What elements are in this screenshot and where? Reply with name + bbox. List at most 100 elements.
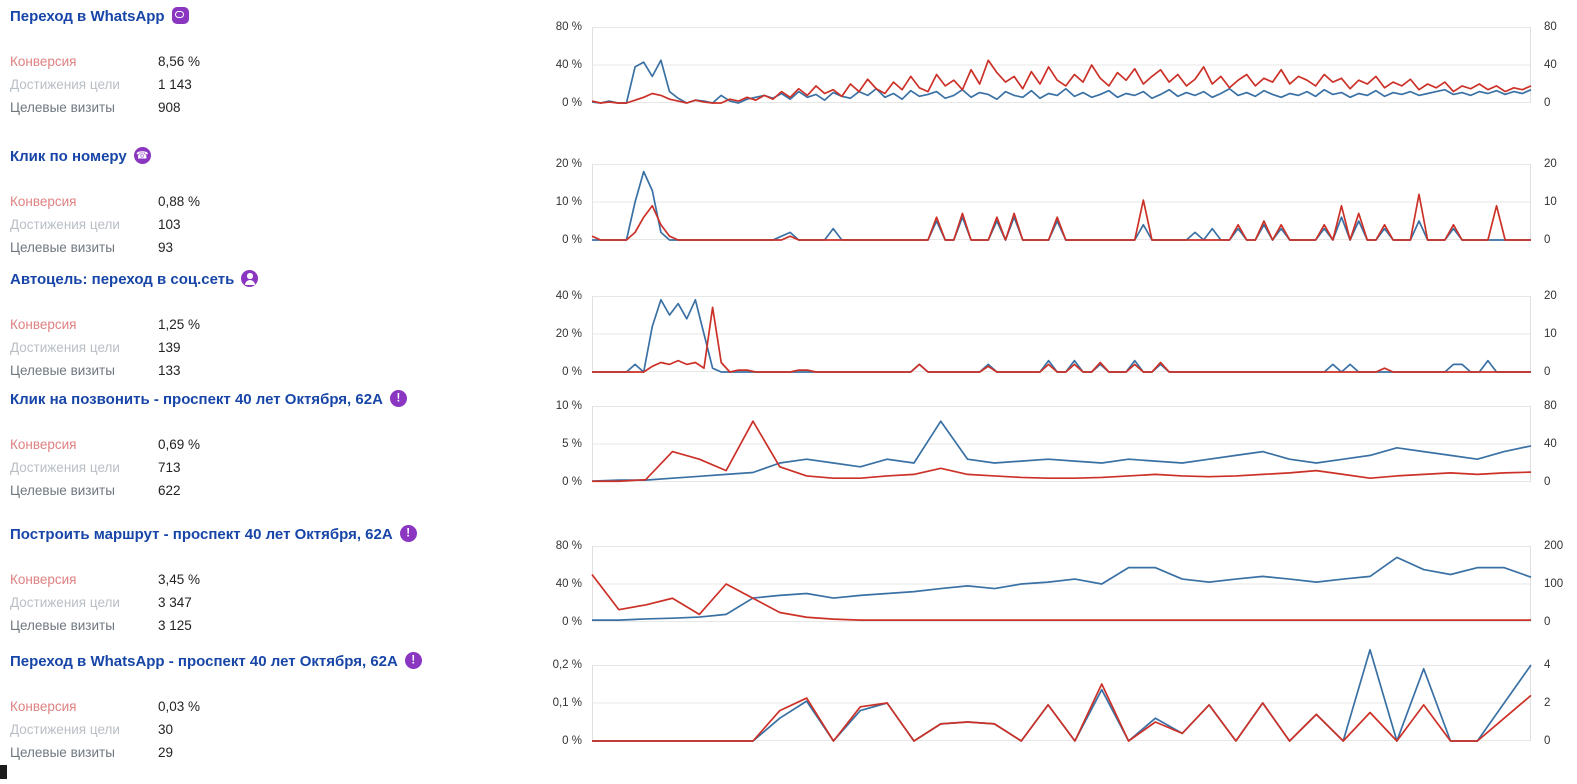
axis-tick: 10 (1544, 328, 1557, 340)
goal-info: Клик по номеру Конверсия 0,88 % Достижени… (0, 140, 540, 263)
axis-tick: 10 % (555, 400, 582, 412)
conversion-value: 8,56 % (158, 54, 201, 69)
conversion-chart[interactable] (592, 546, 1531, 622)
y-axis-right: 80 40 0 (1531, 400, 1577, 488)
conversion-chart[interactable] (592, 296, 1531, 372)
goal-reaches-label: Достижения цели (10, 722, 120, 737)
goal-visits-label: Целевые визиты (10, 745, 115, 760)
goal-reaches-value: 1 143 (158, 77, 192, 92)
goal-title-link[interactable]: Переход в WhatsApp (10, 8, 165, 25)
axis-tick: 40 (1544, 59, 1557, 71)
axis-tick: 20 (1544, 290, 1557, 302)
y-axis-right: 80 40 0 (1531, 21, 1577, 109)
goal-title-link[interactable]: Клик по номеру (10, 148, 127, 165)
y-axis-left: 20 % 10 % 0 % (540, 158, 592, 246)
goal-reaches-value: 713 (158, 460, 181, 475)
goal-visits-label: Целевые визиты (10, 363, 115, 378)
y-axis-left: 0,2 % 0,1 % 0 % (540, 659, 592, 747)
exclamation-icon (399, 525, 417, 542)
goal-row: Переход в WhatsApp - проспект 40 лет Окт… (0, 645, 1577, 784)
axis-tick: 2 (1544, 697, 1551, 709)
goal-title-link[interactable]: Автоцель: переход в соц.сеть (10, 271, 235, 288)
conversion-label: Конверсия (10, 317, 77, 332)
goal-visits-label: Целевые визиты (10, 240, 115, 255)
axis-tick: 0,1 % (552, 697, 582, 709)
axis-tick: 40 (1544, 438, 1557, 450)
axis-tick: 0 (1544, 616, 1551, 628)
edge-artifact (0, 765, 7, 779)
goal-metrics: Конверсия 0,03 % Достижения цели 30 Целевы… (10, 695, 540, 764)
y-axis-right: 20 10 0 (1531, 158, 1577, 246)
axis-tick: 20 % (555, 328, 582, 340)
goal-visits-value: 622 (158, 483, 181, 498)
axis-tick: 0 (1544, 234, 1551, 246)
goal-row: Клик по номеру Конверсия 0,88 % Достижени… (0, 140, 1577, 263)
goal-reaches-label: Достижения цели (10, 460, 120, 475)
goal-metrics: Конверсия 3,45 % Достижения цели 3 347 Цел… (10, 568, 540, 637)
conversion-chart[interactable] (592, 27, 1531, 103)
axis-tick: 0 % (562, 735, 582, 747)
exclamation-icon (389, 390, 407, 407)
goal-visits-value: 133 (158, 363, 181, 378)
axis-tick: 80 % (555, 21, 582, 33)
conversion-value: 0,88 % (158, 194, 201, 209)
conversion-label: Конверсия (10, 699, 77, 714)
goal-visits-label: Целевые визиты (10, 100, 115, 115)
goal-row: Автоцель: переход в соц.сеть Конверсия 1,… (0, 263, 1577, 383)
goal-visits-label: Целевые визиты (10, 618, 115, 633)
axis-tick: 0 (1544, 476, 1551, 488)
goal-reaches-label: Достижения цели (10, 217, 120, 232)
y-axis-left: 80 % 40 % 0 % (540, 21, 592, 109)
exclamation-icon (404, 652, 422, 669)
axis-tick: 0 (1544, 366, 1551, 378)
axis-tick: 5 % (562, 438, 582, 450)
goal-title-link[interactable]: Построить маршрут - проспект 40 лет Октя… (10, 526, 393, 543)
goal-metrics: Конверсия 0,69 % Достижения цели 713 Целев… (10, 433, 540, 502)
conversion-label: Конверсия (10, 437, 77, 452)
axis-tick: 0 (1544, 735, 1551, 747)
goal-reaches-label: Достижения цели (10, 340, 120, 355)
y-axis-left: 80 % 40 % 0 % (540, 540, 592, 628)
axis-tick: 0,2 % (552, 659, 582, 671)
axis-tick: 40 % (555, 59, 582, 71)
conversion-label: Конверсия (10, 54, 77, 69)
axis-tick: 80 (1544, 400, 1557, 412)
goal-info: Переход в WhatsApp Конверсия 8,56 % Дости… (0, 0, 540, 140)
goal-reaches-value: 103 (158, 217, 181, 232)
axis-tick: 0 % (562, 97, 582, 109)
axis-tick: 0 % (562, 234, 582, 246)
conversion-value: 0,03 % (158, 699, 201, 714)
goal-row: Переход в WhatsApp Конверсия 8,56 % Дости… (0, 0, 1577, 140)
conversion-label: Конверсия (10, 572, 77, 587)
y-axis-right: 20 10 0 (1531, 290, 1577, 378)
y-axis-right: 4 2 0 (1531, 659, 1577, 747)
goal-metrics: Конверсия 8,56 % Достижения цели 1 143 Цел… (10, 50, 540, 119)
axis-tick: 100 (1544, 578, 1564, 590)
goal-metrics: Конверсия 1,25 % Достижения цели 139 Целев… (10, 313, 540, 382)
axis-tick: 0 % (562, 476, 582, 488)
person-icon (241, 270, 259, 287)
goal-title-link[interactable]: Переход в WhatsApp - проспект 40 лет Окт… (10, 653, 398, 670)
goal-reaches-label: Достижения цели (10, 595, 120, 610)
conversion-chart[interactable] (592, 406, 1531, 482)
phone-icon (133, 147, 151, 164)
goal-info: Клик на позвонить - проспект 40 лет Октя… (0, 383, 540, 518)
axis-tick: 40 % (555, 578, 582, 590)
goal-reaches-value: 3 347 (158, 595, 192, 610)
goal-metrics: Конверсия 0,88 % Достижения цели 103 Целев… (10, 190, 540, 259)
goal-row: Построить маршрут - проспект 40 лет Октя… (0, 518, 1577, 645)
axis-tick: 40 % (555, 290, 582, 302)
goal-reaches-label: Достижения цели (10, 77, 120, 92)
axis-tick: 0 (1544, 97, 1551, 109)
axis-tick: 0 % (562, 616, 582, 628)
goal-visits-value: 29 (158, 745, 174, 760)
conversion-chart[interactable] (592, 665, 1531, 741)
axis-tick: 200 (1544, 540, 1564, 552)
goal-info: Переход в WhatsApp - проспект 40 лет Окт… (0, 645, 540, 784)
conversion-value: 0,69 % (158, 437, 201, 452)
axis-tick: 20 % (555, 158, 582, 170)
conversion-chart[interactable] (592, 164, 1531, 240)
conversion-label: Конверсия (10, 194, 77, 209)
axis-tick: 10 % (555, 196, 582, 208)
goal-title-link[interactable]: Клик на позвонить - проспект 40 лет Октя… (10, 391, 383, 408)
